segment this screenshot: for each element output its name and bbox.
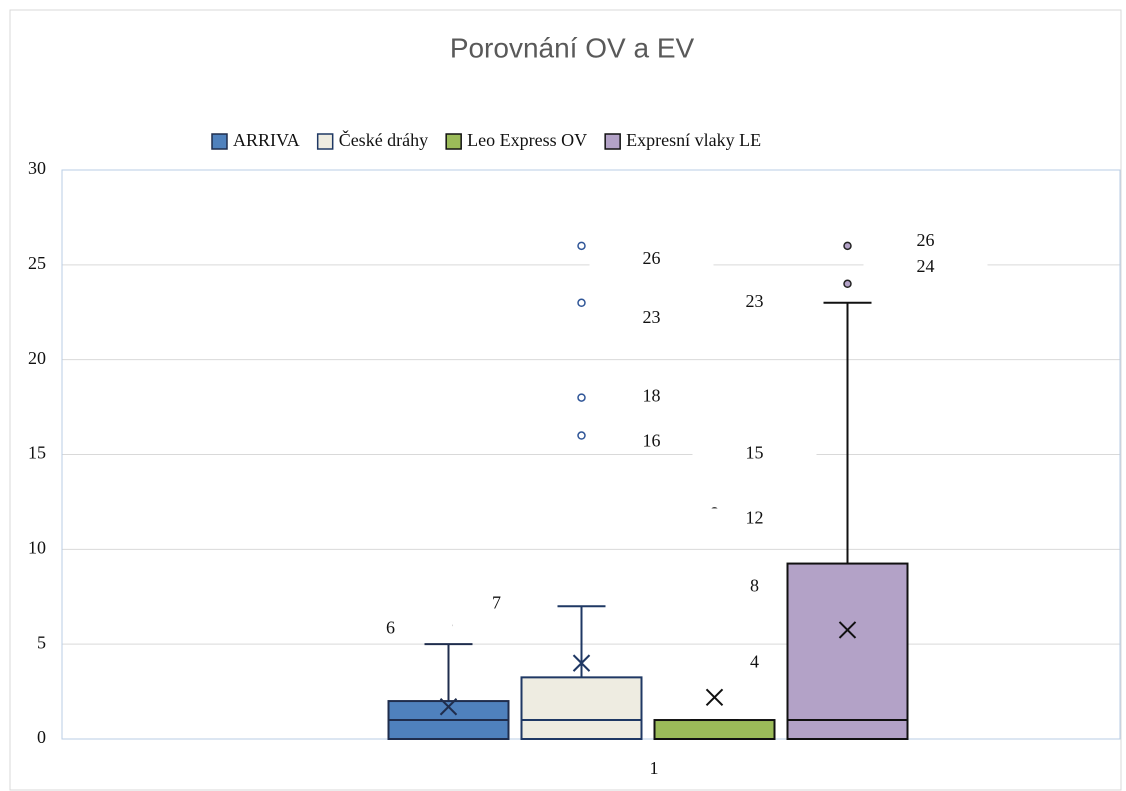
label-bg <box>589 248 714 271</box>
chart-border <box>9 9 1122 791</box>
y-tick-label: 5 <box>37 632 46 652</box>
outlier-label: 26 <box>917 230 935 250</box>
chart-title: Porovnání OV a EV <box>450 32 695 63</box>
outlier-label: 16 <box>643 431 661 451</box>
outlier-label: 24 <box>917 256 935 276</box>
label-bg <box>434 593 559 616</box>
outlier <box>577 298 586 308</box>
label-bg <box>589 386 714 409</box>
label-bg <box>863 256 988 279</box>
mean-marker <box>439 698 458 716</box>
label-bg <box>589 431 714 454</box>
outlier <box>577 431 586 440</box>
legend-swatch <box>316 133 334 150</box>
mean-marker <box>838 621 857 639</box>
label-bg <box>692 508 817 531</box>
label-bg <box>328 618 453 641</box>
outlier-label: 4 <box>750 651 759 671</box>
legend-label: ARRIVA <box>233 130 300 150</box>
outlier-label: 12 <box>746 508 764 528</box>
mean-marker <box>572 654 591 672</box>
outlier-label: 26 <box>643 248 661 268</box>
outlier <box>577 393 586 402</box>
label-bg <box>692 443 817 466</box>
outlier-label: 6 <box>386 617 395 637</box>
label-bg <box>692 291 817 314</box>
label-bg <box>692 576 817 599</box>
box <box>786 562 909 741</box>
x-tick-label: 1 <box>650 758 659 778</box>
mean-marker <box>705 688 724 706</box>
y-tick-label: 15 <box>28 443 46 463</box>
y-tick-label: 30 <box>28 158 46 178</box>
outlier-label: 23 <box>643 307 661 327</box>
outlier-label: 23 <box>746 291 764 311</box>
legend-label: Expresní vlaky LE <box>626 130 761 150</box>
outlier-label: 15 <box>746 443 764 463</box>
legend-swatch <box>211 133 228 150</box>
legend-swatch <box>445 133 462 150</box>
outlier-label: 7 <box>492 592 501 612</box>
outlier-label: 8 <box>750 575 759 595</box>
outlier-label: 18 <box>643 386 661 406</box>
legend-swatch <box>604 133 621 150</box>
label-bg <box>589 307 714 330</box>
y-tick-label: 20 <box>28 348 46 368</box>
legend-label: Leo Express OV <box>467 130 587 150</box>
label-bg <box>863 230 988 253</box>
label-bg <box>692 652 817 675</box>
box <box>653 719 776 740</box>
outlier <box>843 279 852 289</box>
outlier <box>577 241 586 251</box>
outlier <box>843 241 852 251</box>
legend-label: České dráhy <box>339 129 428 150</box>
y-tick-label: 10 <box>28 537 46 557</box>
y-tick-label: 25 <box>28 253 46 273</box>
box <box>520 676 643 741</box>
y-tick-label: 0 <box>37 727 46 747</box>
